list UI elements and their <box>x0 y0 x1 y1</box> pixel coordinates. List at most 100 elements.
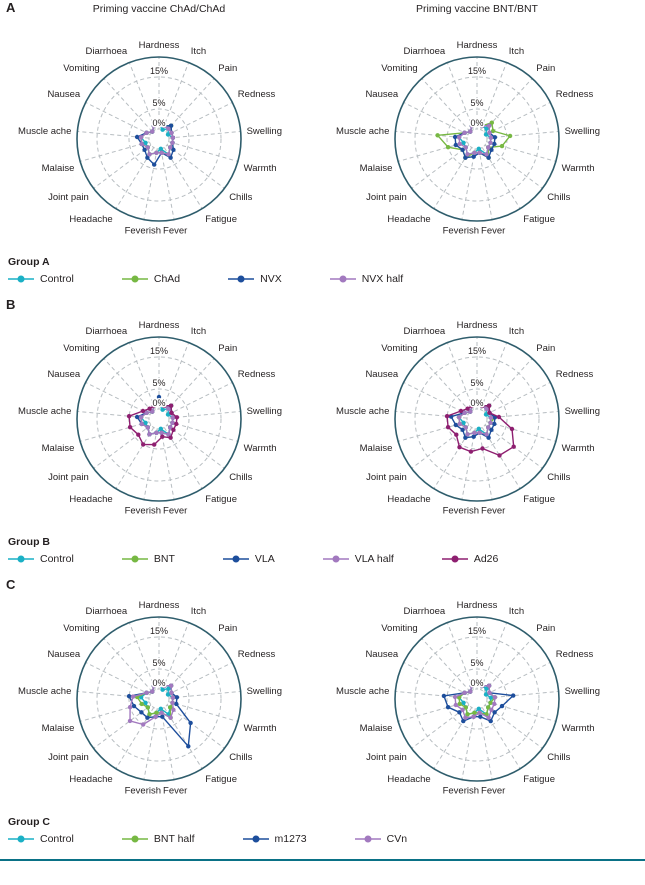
series-point <box>147 406 152 411</box>
axis-label: Fever <box>163 226 187 237</box>
series-point <box>453 702 458 708</box>
legend-title-b: Group B <box>8 536 50 548</box>
series-point <box>174 415 180 420</box>
series-point <box>465 152 470 157</box>
series-point <box>463 715 468 720</box>
axis-label: Hardness <box>139 600 180 611</box>
series-point <box>477 430 482 435</box>
axis-label: Chills <box>229 752 252 763</box>
series-point <box>483 412 489 417</box>
axis-label: Fever <box>481 786 505 797</box>
legend-marker-icon <box>228 275 255 283</box>
series-point <box>461 718 466 724</box>
axis-spoke <box>168 421 239 442</box>
series-point <box>469 403 475 409</box>
axis-label: Feverish <box>125 506 161 517</box>
series-point <box>166 686 171 691</box>
series-point <box>490 128 496 134</box>
series-point <box>134 134 140 140</box>
series-point <box>457 141 462 147</box>
axis-spoke <box>433 427 473 489</box>
series-point <box>477 710 482 715</box>
axis-label: Swelling <box>247 126 282 137</box>
series-point <box>150 409 155 414</box>
series-point <box>161 123 167 129</box>
series-point <box>139 421 144 427</box>
series-point <box>458 408 464 414</box>
series-point <box>139 141 144 147</box>
axis-spoke <box>486 410 559 419</box>
series-point <box>469 683 475 689</box>
legend-item-control: Control <box>8 833 74 845</box>
ring-label: 0% <box>470 398 483 408</box>
series-point <box>160 714 165 719</box>
radar-chart: Hardness Itch Pain Redness Swelling Warmth Chi… <box>0 297 318 534</box>
legend-marker-icon <box>354 835 381 843</box>
ring-label: 15% <box>150 626 168 636</box>
ring-label: 15% <box>468 66 486 76</box>
series-ad26 <box>126 398 180 447</box>
legend-label: Ad26 <box>473 553 499 565</box>
axis-spoke <box>433 707 473 769</box>
axis-spoke <box>486 141 557 162</box>
legend-label: Control <box>40 833 74 845</box>
series-point <box>483 692 489 697</box>
panel-letter-c: C <box>6 577 16 592</box>
axis-label: Headache <box>387 214 430 225</box>
axis-spoke <box>115 147 155 209</box>
axis-label: Hardness <box>457 600 498 611</box>
series-point <box>474 682 480 688</box>
legend-item-nvx-half: NVX half <box>329 273 403 285</box>
series-point <box>147 152 152 157</box>
series-point <box>484 686 489 691</box>
series-point <box>492 421 497 427</box>
legend-marker-icon <box>329 275 356 283</box>
axis-label: Warmth <box>244 443 277 454</box>
axis-label: Fever <box>481 226 505 237</box>
axis-label: Pain <box>218 63 237 74</box>
axis-label: Swelling <box>565 686 600 697</box>
series-point <box>161 683 167 689</box>
series-point <box>143 700 148 705</box>
axis-label: Malaise <box>360 723 393 734</box>
axis-spoke <box>433 147 473 209</box>
series-point <box>456 135 462 140</box>
axis-label: Pain <box>536 343 555 354</box>
series-point <box>488 415 494 420</box>
axis-label: Vomiting <box>63 343 99 354</box>
axis-label: Malaise <box>42 443 75 454</box>
axis-spoke <box>163 427 203 489</box>
series-nvx-half <box>456 118 494 157</box>
panel-c: C Hardness Itch Pain Redness Swelling Warmth C… <box>0 577 645 849</box>
axis-spoke <box>486 421 557 442</box>
series-point <box>138 135 144 140</box>
axis-label: Feverish <box>443 506 479 517</box>
legend-marker-icon <box>242 835 269 843</box>
axis-label: Hardness <box>457 40 498 51</box>
axis-spoke <box>478 148 493 220</box>
series-point <box>474 678 480 684</box>
series-point <box>158 706 163 711</box>
axis-spoke <box>115 707 155 769</box>
axis-spoke <box>483 358 533 412</box>
series-point <box>168 425 173 430</box>
series-point <box>460 427 465 432</box>
series-point <box>174 695 180 700</box>
series-point <box>145 425 150 430</box>
series-ad26 <box>444 398 516 458</box>
series-point <box>127 718 133 724</box>
series-point <box>144 130 149 135</box>
ring-label: 15% <box>468 626 486 636</box>
series-point <box>145 145 150 150</box>
series-point <box>489 427 494 432</box>
series-point <box>170 415 176 420</box>
series-point <box>165 132 171 137</box>
series-point <box>488 420 493 425</box>
legend-marker-icon <box>121 835 148 843</box>
series-point <box>492 701 497 707</box>
series-point <box>465 432 470 437</box>
series-point <box>168 715 173 720</box>
axis-spoke <box>165 358 215 412</box>
axis-label: Muscle ache <box>18 406 71 417</box>
